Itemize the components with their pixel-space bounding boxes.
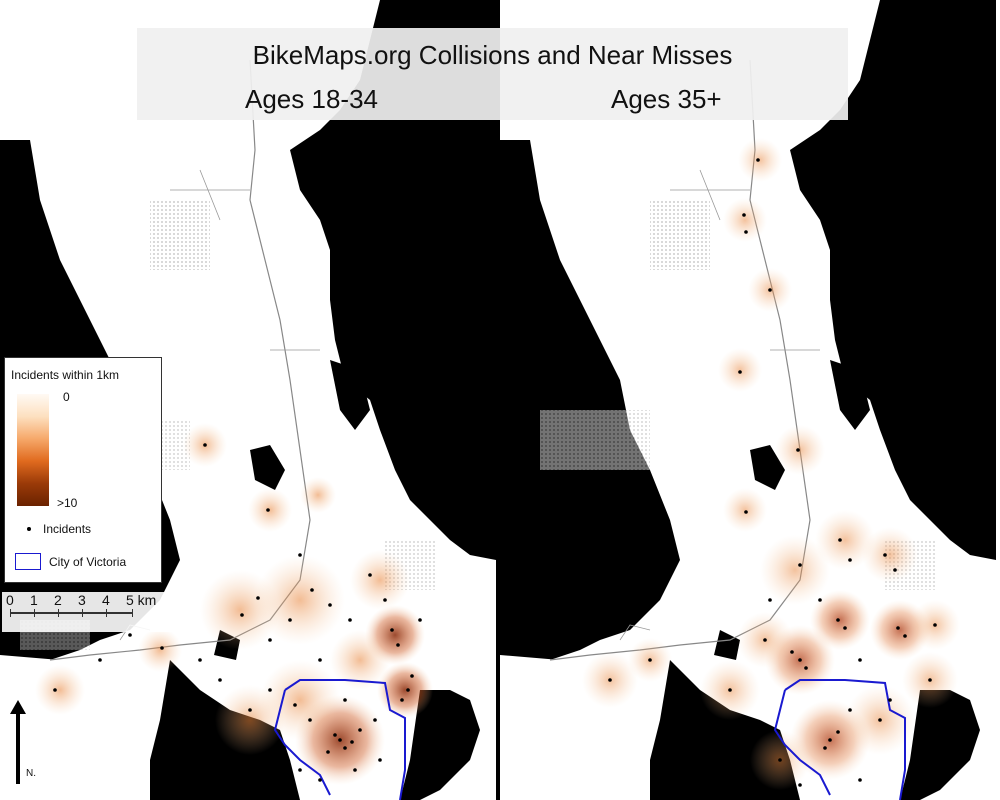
map-legend: Incidents within 1km 0 >10 Incidents Cit… [4, 357, 162, 583]
city-boundary-left [273, 679, 406, 800]
scale-label: 5 km [126, 592, 157, 608]
scale-tick [106, 609, 107, 617]
scale-tick [58, 609, 59, 617]
panel-label-right: Ages 35+ [611, 84, 722, 114]
scale-label: 4 [102, 592, 110, 608]
scale-label: 1 [30, 592, 38, 608]
scale-line [10, 612, 132, 614]
city-boundary-swatch-icon [15, 553, 41, 570]
scale-tick [10, 609, 11, 617]
scale-label: 0 [6, 592, 14, 608]
legend-boundary-label: City of Victoria [49, 555, 127, 569]
legend-ramp-min: 0 [63, 390, 70, 404]
title-box: BikeMaps.org Collisions and Near Misses … [137, 28, 848, 120]
map-canvas-right [500, 0, 996, 800]
scale-tick [82, 609, 83, 617]
north-label: N. [26, 768, 36, 779]
incident-marker-icon [27, 527, 31, 531]
scale-label: 3 [78, 592, 86, 608]
legend-incidents-label: Incidents [43, 522, 92, 536]
legend-title: Incidents within 1km [11, 368, 120, 382]
scale-label: 2 [54, 592, 62, 608]
map-title: BikeMaps.org Collisions and Near Misses [252, 40, 733, 70]
city-boundary-right [773, 679, 906, 800]
panel-label-left: Ages 18-34 [245, 84, 378, 114]
legend-ramp-max: >10 [57, 496, 78, 510]
scale-tick [132, 609, 133, 617]
legend-color-ramp [17, 394, 49, 506]
panel-divider [496, 0, 500, 800]
scale-tick [34, 609, 35, 617]
map-panel-ages-35-plus[interactable] [500, 0, 996, 800]
north-arrow-icon [10, 700, 26, 784]
